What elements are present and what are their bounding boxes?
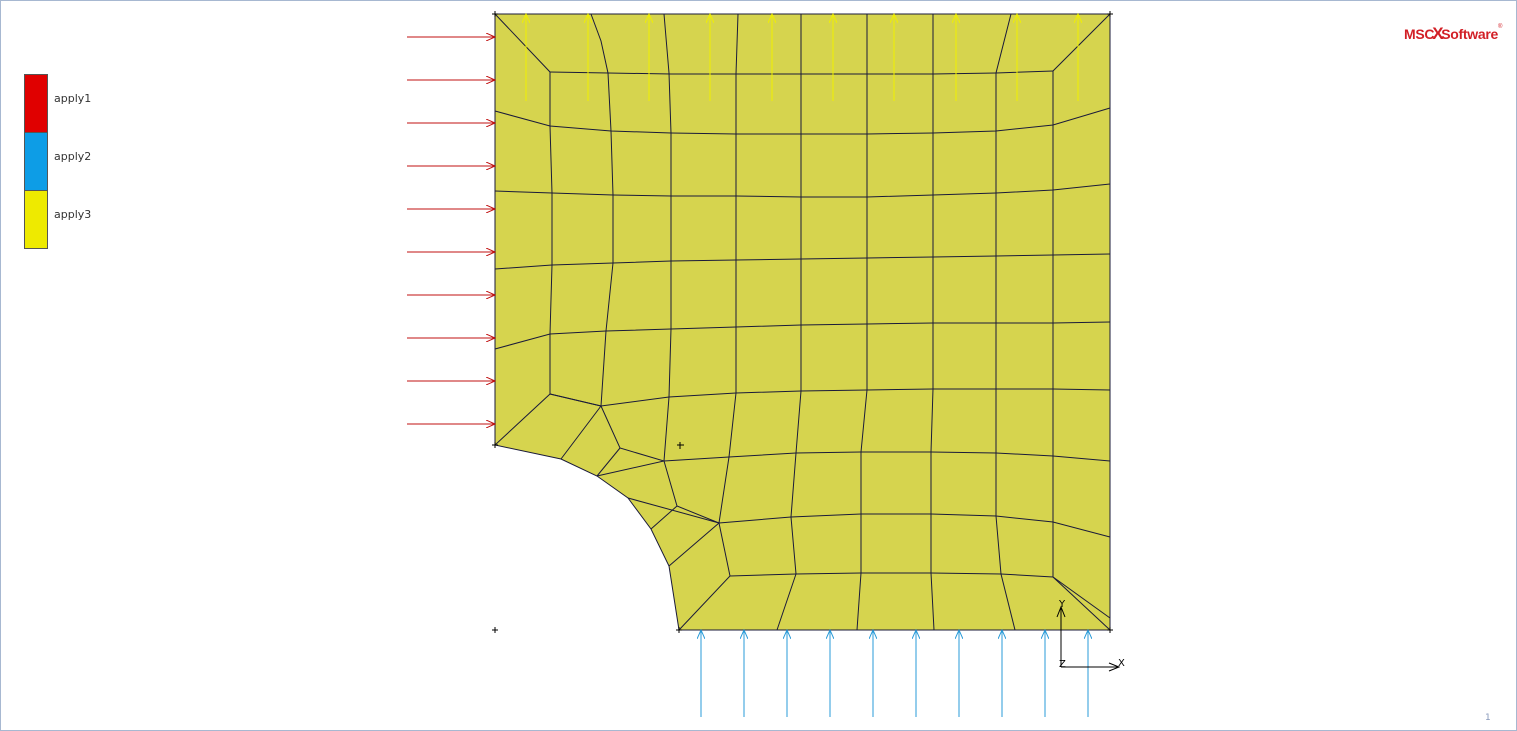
mesh-grid [494, 13, 1111, 631]
x-axis-arrowhead [1108, 662, 1121, 672]
y-axis-arrowhead [1056, 605, 1066, 618]
z-axis-label: Z [1059, 659, 1066, 670]
y-axis-label: Y [1058, 599, 1066, 610]
page-number: 1 [1485, 713, 1491, 723]
axis-triad [1056, 605, 1121, 672]
legend-label: apply3 [54, 208, 92, 221]
x-axis-label: X [1118, 658, 1125, 669]
load-arrows-apply2[interactable] [701, 630, 1088, 717]
legend-label: apply2 [54, 150, 92, 163]
plate-surface[interactable] [494, 13, 1111, 631]
msc-software-logo: MSCXSoftware® [1404, 24, 1503, 43]
node-markers [492, 11, 1113, 633]
load-arrows-apply3[interactable] [526, 14, 1078, 101]
legend-swatch [24, 190, 48, 249]
load-arrows-apply1[interactable] [407, 37, 495, 424]
legend-label: apply1 [54, 92, 92, 105]
legend-swatch [24, 74, 48, 133]
